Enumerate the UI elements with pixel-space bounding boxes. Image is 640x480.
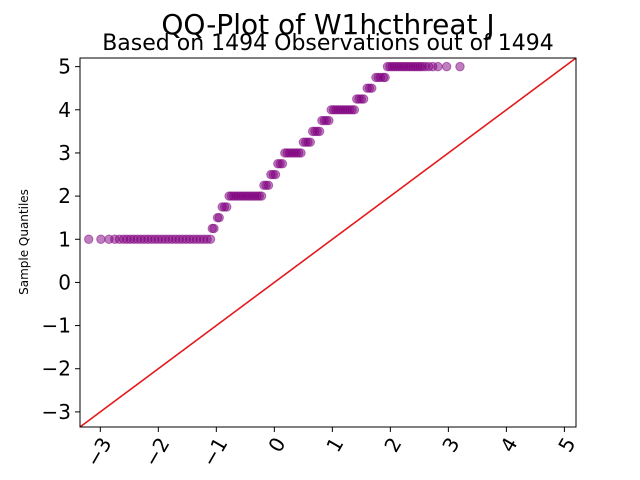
x-tick-label: 2: [379, 433, 406, 456]
reference-line-layer: [80, 58, 576, 427]
x-tick-label: −1: [197, 433, 233, 471]
x-tick-label: −3: [81, 433, 117, 471]
data-point: [433, 61, 443, 72]
y-tick-label: −1: [42, 314, 71, 338]
reference-line: [80, 58, 576, 427]
data-point: [256, 191, 267, 201]
y-tick-label: −2: [42, 357, 71, 381]
data-point: [205, 234, 216, 244]
y-tick-label: 2: [58, 184, 71, 208]
x-tick-label: −2: [139, 433, 175, 471]
x-tick-label: 4: [495, 433, 522, 456]
y-tick-label: −3: [42, 400, 71, 424]
y-tick-label: 5: [58, 55, 71, 79]
data-point: [380, 72, 390, 83]
y-axis-label: Sample Quantiles: [17, 189, 31, 295]
y-tick-label: 3: [58, 141, 71, 165]
data-point: [358, 94, 369, 104]
data-point: [84, 234, 94, 244]
y-tick-label: 1: [58, 227, 71, 251]
points-layer: [84, 61, 465, 244]
data-point: [441, 61, 452, 72]
data-point: [296, 148, 306, 158]
x-tick-label: 5: [553, 433, 580, 456]
data-point: [277, 159, 288, 169]
data-point: [314, 126, 325, 137]
plot-frame: [79, 57, 577, 428]
data-point: [270, 169, 281, 180]
x-axis: −3 −2 −1 0 1 2 3 4 5: [81, 427, 580, 471]
chart-subtitle: Based on 1494 Observations out of 1494: [102, 31, 554, 56]
data-point: [214, 212, 224, 223]
y-tick-label: 0: [58, 270, 71, 294]
data-point: [263, 180, 274, 191]
data-point: [96, 234, 106, 244]
chart-title: QQ-Plot of W1hcthreat J: [161, 8, 494, 41]
data-point: [349, 105, 360, 115]
x-tick-label: 3: [437, 433, 464, 456]
y-tick-label: 4: [58, 98, 71, 122]
data-point: [367, 83, 377, 93]
y-axis: −3 −2 −1 0 1 2 3 4 5: [42, 55, 80, 424]
x-tick-label: 1: [321, 433, 348, 456]
data-point: [455, 61, 465, 72]
data-point: [324, 115, 334, 126]
x-tick-label: 0: [263, 433, 290, 456]
data-point: [222, 202, 232, 212]
data-point: [305, 137, 316, 147]
data-point: [209, 223, 219, 234]
